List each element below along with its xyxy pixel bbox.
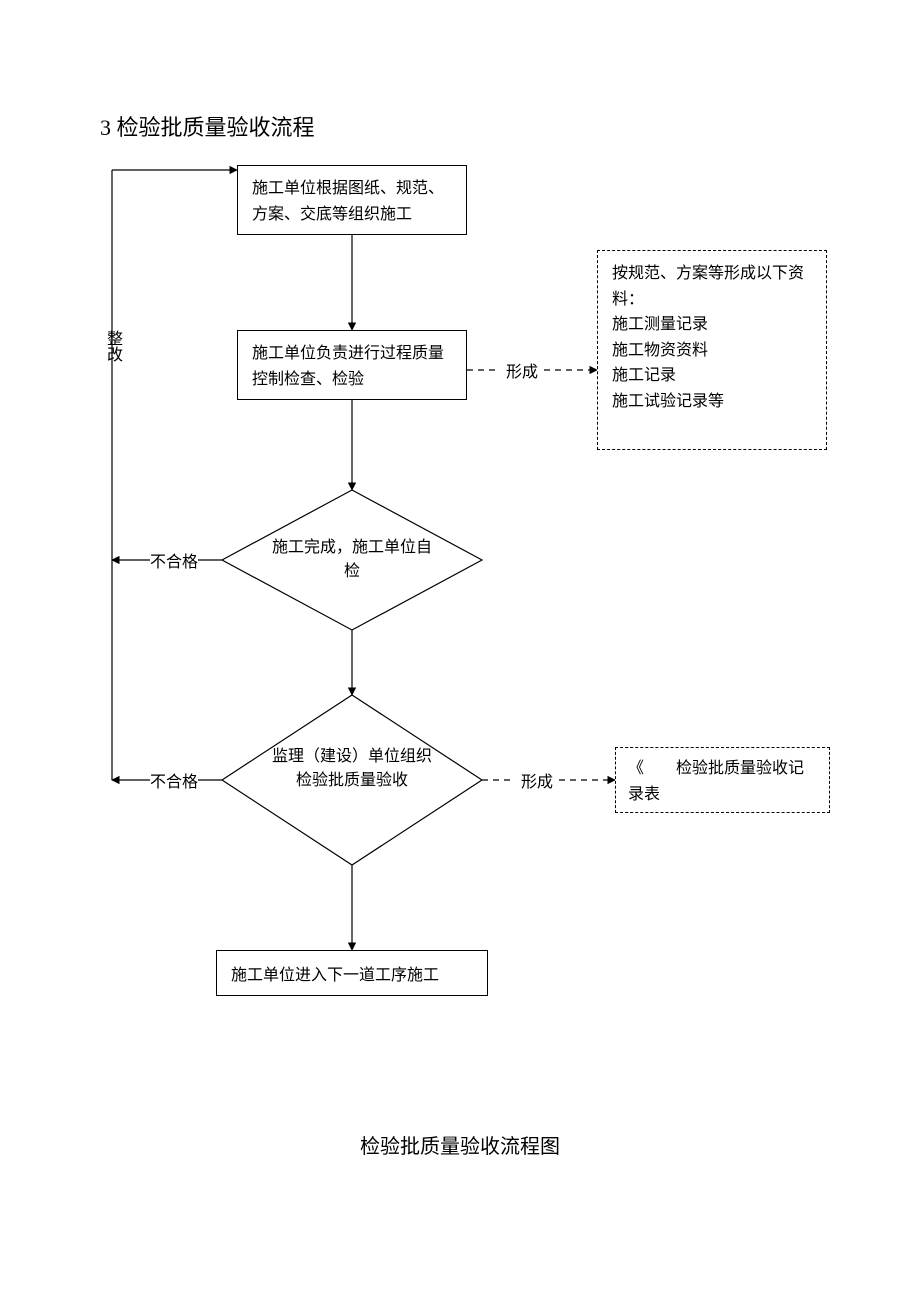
caption: 检验批质量验收流程图 (0, 1130, 920, 1159)
s1-line-2: 施工物资资料 (612, 338, 812, 364)
s2-line-0: 《 检验批质量验收记录表 (628, 756, 817, 807)
s1-line-3: 施工记录 (612, 363, 812, 389)
label-form2: 形成 (515, 768, 559, 792)
node-n2: 施工单位负责进行过程质量控制检查、检验 (237, 330, 467, 400)
label-form1: 形成 (500, 358, 544, 382)
node-n3-diamond (222, 490, 482, 630)
label-rectify: 整改 (100, 330, 124, 362)
node-s1: 按规范、方案等形成以下资料： 施工测量记录 施工物资资料 施工记录 施工试验记录… (597, 250, 827, 450)
node-n5: 施工单位进入下一道工序施工 (216, 950, 488, 996)
node-s2: 《 检验批质量验收记录表 (615, 747, 830, 813)
s1-line-1: 施工测量记录 (612, 312, 812, 338)
label-fail1: 不合格 (150, 548, 198, 572)
s1-line-4: 施工试验记录等 (612, 389, 812, 415)
s1-line-0: 按规范、方案等形成以下资料： (612, 261, 812, 312)
node-n1: 施工单位根据图纸、规范、方案、交底等组织施工 (237, 165, 467, 235)
label-fail2: 不合格 (150, 768, 198, 792)
node-n4-diamond (222, 695, 482, 865)
